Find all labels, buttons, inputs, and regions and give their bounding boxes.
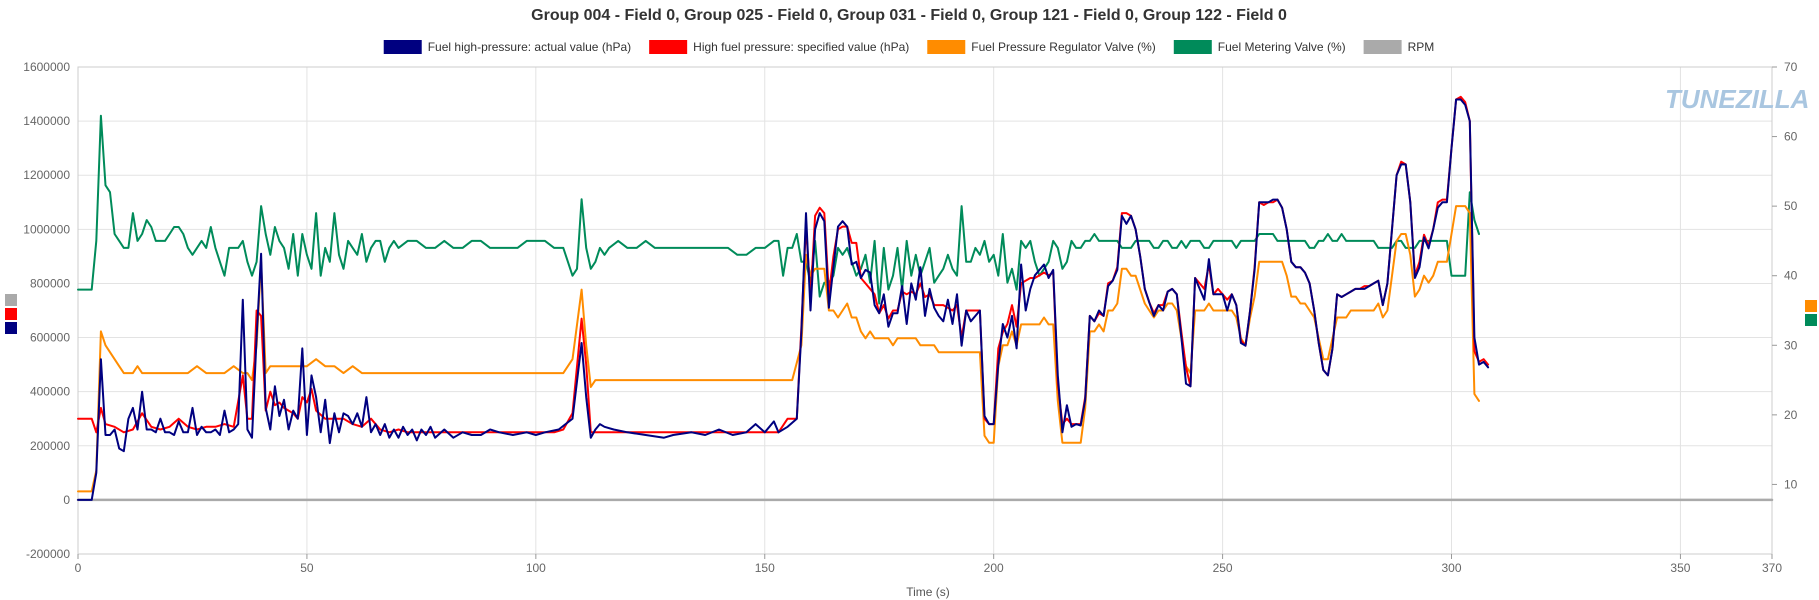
x-tick-label: 370 — [1762, 561, 1782, 575]
series-layer — [76, 95, 1774, 502]
y-left-tick-label: 600000 — [30, 331, 70, 345]
y-left-tick-label: 1400000 — [23, 114, 70, 128]
series-line — [77, 114, 1480, 305]
x-tick-label: 100 — [526, 561, 546, 575]
legend-item: Fuel Pressure Regulator Valve (%) — [927, 40, 1156, 54]
legend-item: RPM — [1363, 40, 1435, 54]
axes: -200000 0 200000 400000 600000 800000 1000000 1… — [23, 60, 1797, 575]
legend-swatch — [1173, 40, 1212, 54]
y-right-tick-label: 50 — [1784, 199, 1798, 213]
y-left-tick-label: -200000 — [26, 547, 70, 561]
series-line — [77, 98, 1490, 501]
x-tick-label: 250 — [1213, 561, 1233, 575]
legend-item: Fuel high-pressure: actual value (hPa) — [383, 40, 631, 54]
legend-label: High fuel pressure: specified value (hPa… — [693, 40, 909, 54]
x-tick-label: 350 — [1670, 561, 1690, 575]
x-axis-label: Time (s) — [906, 585, 950, 599]
legend-swatch — [383, 40, 422, 54]
chart-title: Group 004 - Field 0, Group 025 - Field 0… — [531, 7, 1287, 24]
y-left-tick-label: 1200000 — [23, 168, 70, 182]
edge-markers — [5, 294, 1817, 334]
y-left-tick-label: 1600000 — [23, 60, 70, 74]
legend-label: RPM — [1408, 40, 1435, 54]
y-left-tick-label: 1000000 — [23, 222, 70, 236]
legend-item: High fuel pressure: specified value (hPa… — [649, 40, 909, 54]
legend-label: Fuel Metering Valve (%) — [1218, 40, 1346, 54]
y-right-tick-label: 70 — [1784, 60, 1798, 74]
x-tick-label: 50 — [300, 561, 314, 575]
y-right-tick-label: 60 — [1784, 130, 1798, 144]
left-edge-marker — [5, 308, 17, 320]
y-left-tick-label: 0 — [63, 493, 70, 507]
left-edge-marker — [5, 294, 17, 306]
y-left-tick-label: 800000 — [30, 276, 70, 290]
legend: Fuel high-pressure: actual value (hPa) Hi… — [383, 40, 1435, 54]
right-edge-marker — [1805, 314, 1817, 326]
x-tick-label: 300 — [1441, 561, 1461, 575]
legend-label: Fuel high-pressure: actual value (hPa) — [428, 40, 631, 54]
legend-swatch — [649, 40, 688, 54]
right-edge-marker — [1805, 300, 1817, 312]
legend-label: Fuel Pressure Regulator Valve (%) — [971, 40, 1156, 54]
y-right-tick-label: 10 — [1784, 477, 1798, 491]
x-tick-label: 150 — [755, 561, 775, 575]
x-tick-label: 0 — [75, 561, 82, 575]
y-right-tick-label: 40 — [1784, 269, 1798, 283]
y-left-tick-label: 200000 — [30, 439, 70, 453]
watermark: TUNEZILLA — [1665, 84, 1809, 114]
legend-item: Fuel Metering Valve (%) — [1173, 40, 1346, 54]
y-left-tick-label: 400000 — [30, 385, 70, 399]
x-tick-label: 200 — [984, 561, 1004, 575]
legend-swatch — [927, 40, 966, 54]
plot-frame — [77, 66, 1773, 555]
y-right-tick-label: 30 — [1784, 338, 1798, 352]
y-right-tick-label: 20 — [1784, 408, 1798, 422]
left-edge-marker — [5, 322, 17, 334]
legend-swatch — [1363, 40, 1402, 54]
